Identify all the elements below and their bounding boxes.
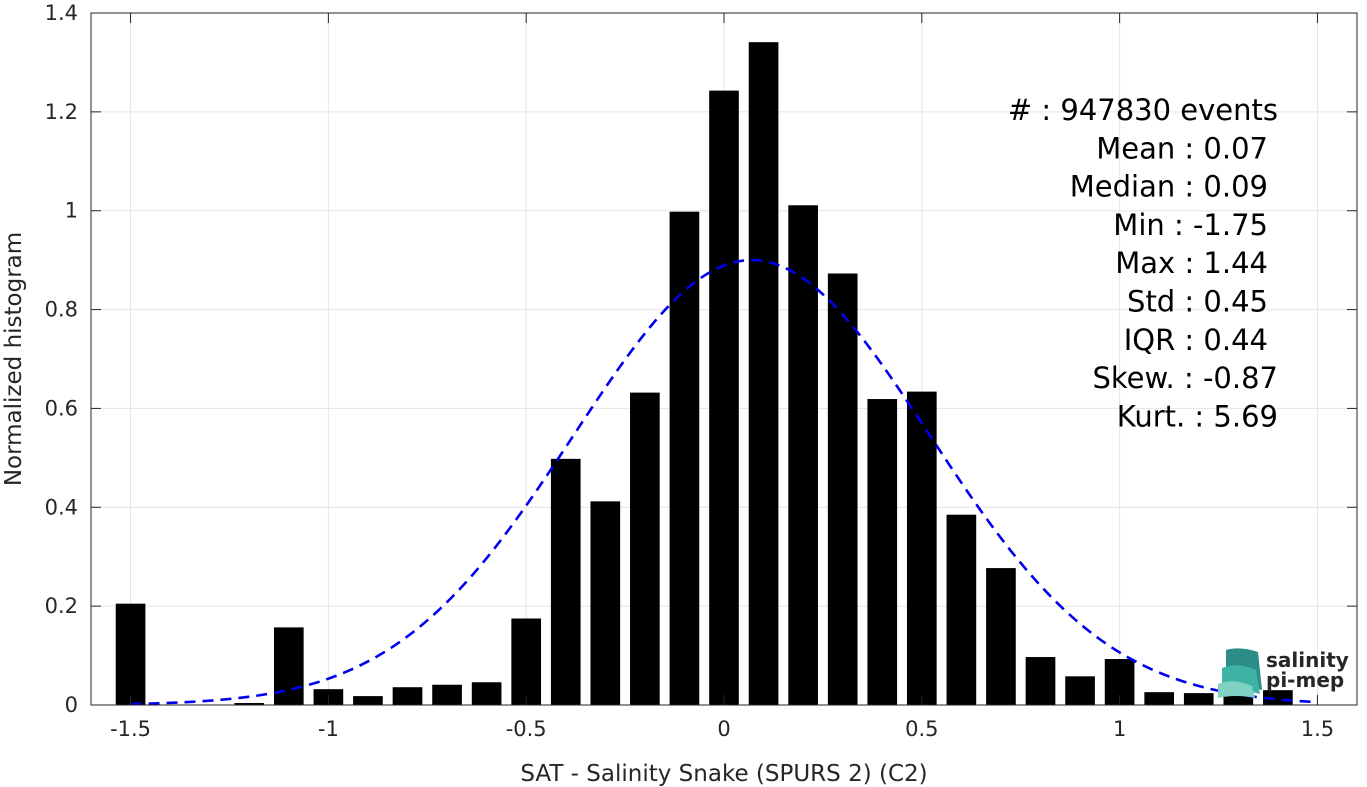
y-tick-label: 1 bbox=[65, 199, 78, 223]
x-tick-label: -0.5 bbox=[506, 717, 547, 741]
stat-skew: Skew. : -0.87 bbox=[1092, 361, 1278, 395]
x-tick-label: -1.5 bbox=[110, 717, 151, 741]
histogram-bar bbox=[630, 392, 660, 705]
x-axis-label: SAT - Salinity Snake (SPURS 2) (C2) bbox=[520, 761, 927, 787]
stat-median: Median : 0.09 bbox=[1070, 170, 1268, 204]
stat-events: # : 947830 events bbox=[1008, 93, 1278, 127]
stat-kurt: Kurt. : 5.69 bbox=[1117, 399, 1278, 433]
histogram-bar bbox=[471, 682, 502, 705]
y-tick-label: 1.4 bbox=[45, 1, 78, 25]
stat-mean: Mean : 0.07 bbox=[1096, 131, 1268, 165]
histogram-bar bbox=[1144, 692, 1175, 705]
histogram-bar bbox=[709, 90, 739, 706]
x-axis-ticks: -1.5 -1 -0.5 0 0.5 1 1.5 bbox=[110, 13, 1334, 741]
x-tick-label: -1 bbox=[318, 717, 339, 741]
histogram-bar bbox=[234, 703, 265, 705]
stat-iqr: IQR : 0.44 bbox=[1124, 323, 1268, 357]
y-tick-label: 0 bbox=[65, 693, 78, 717]
histogram-bar bbox=[273, 627, 304, 705]
y-axis-label: Normalized histogram bbox=[1, 232, 27, 486]
y-tick-label: 0.4 bbox=[45, 495, 78, 519]
histogram-bar bbox=[392, 687, 423, 705]
y-tick-label: 0.8 bbox=[45, 298, 78, 322]
logo-text-pimep: pi-mep bbox=[1266, 668, 1344, 692]
histogram-bar bbox=[115, 603, 146, 705]
logo-text-salinity: salinity bbox=[1266, 648, 1349, 672]
x-tick-label: 0 bbox=[717, 717, 730, 741]
histogram-bar bbox=[590, 501, 621, 705]
y-tick-label: 0.2 bbox=[45, 594, 78, 618]
histogram-bar bbox=[550, 458, 581, 705]
histogram-bar bbox=[432, 684, 462, 705]
histogram-bar bbox=[353, 696, 383, 705]
normal-fit-curve bbox=[130, 258, 1318, 706]
histogram-bar bbox=[511, 618, 542, 705]
y-axis-ticks: 0 0.2 0.4 0.6 0.8 1 1.2 1.4 bbox=[45, 1, 1357, 717]
stat-std: Std : 0.45 bbox=[1127, 285, 1268, 319]
salinity-pi-mep-logo: salinity pi-mep bbox=[1218, 648, 1349, 698]
histogram-bar bbox=[1065, 676, 1095, 705]
histogram-bar bbox=[1183, 693, 1214, 705]
histogram-bar bbox=[986, 568, 1016, 705]
histogram-bar bbox=[788, 205, 818, 705]
histogram-bar bbox=[748, 42, 779, 706]
histogram-bar bbox=[906, 391, 937, 705]
x-tick-label: 0.5 bbox=[905, 717, 938, 741]
stat-min: Min : -1.75 bbox=[1113, 208, 1268, 242]
statistics-box: # : 947830 events Mean : 0.07 Median : 0… bbox=[1008, 93, 1278, 433]
histogram-bar bbox=[669, 211, 700, 705]
histogram-bars bbox=[115, 42, 1293, 706]
histogram-bar bbox=[867, 399, 898, 705]
y-tick-label: 1.2 bbox=[45, 100, 78, 124]
histogram-bar bbox=[827, 273, 858, 705]
wave-logo-icon bbox=[1218, 648, 1262, 698]
x-tick-label: 1.5 bbox=[1301, 717, 1334, 741]
x-tick-label: 1 bbox=[1113, 717, 1126, 741]
histogram-bar bbox=[1223, 694, 1254, 705]
y-tick-label: 0.6 bbox=[45, 396, 78, 420]
histogram-bar bbox=[1025, 657, 1056, 705]
stat-max: Max : 1.44 bbox=[1115, 246, 1268, 280]
histogram-bar bbox=[946, 514, 977, 705]
